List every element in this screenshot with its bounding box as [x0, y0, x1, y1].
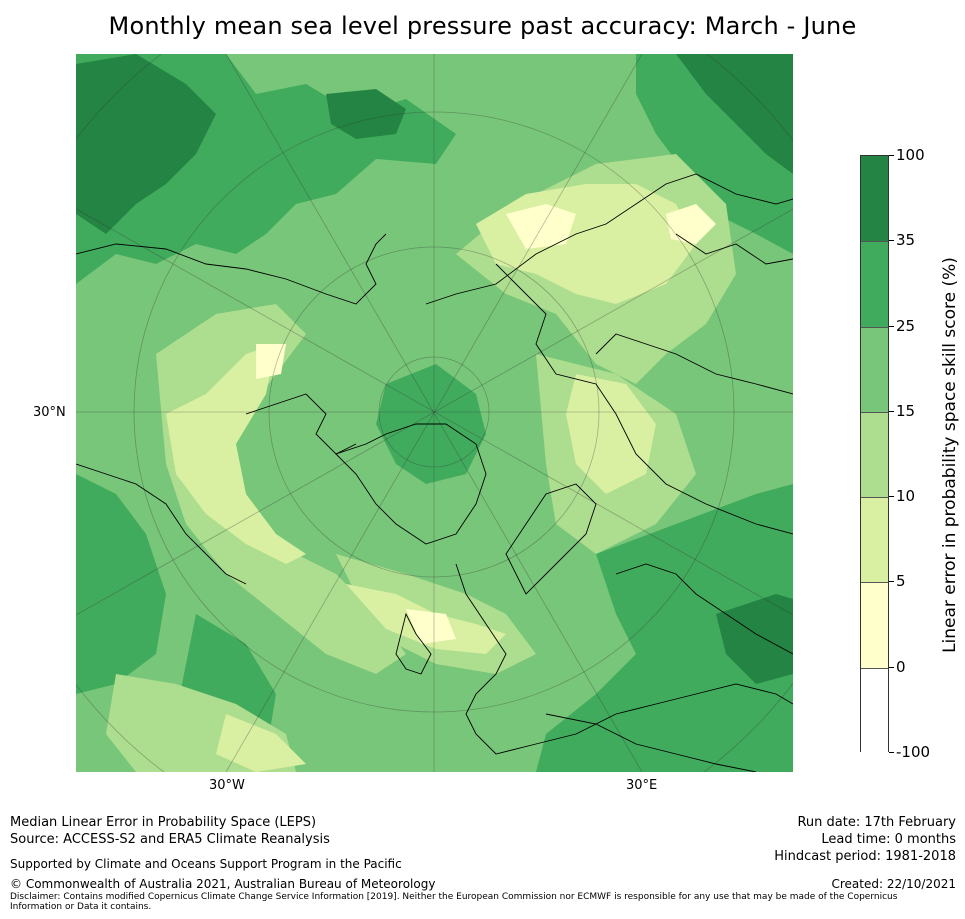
region-darkest-top-mid — [326, 89, 406, 139]
colorbar-tick-mark — [889, 240, 894, 242]
graticule — [76, 54, 793, 772]
footer-lead-time: Lead time: 0 months — [821, 832, 956, 847]
lon-label-30w: 30°W — [209, 778, 245, 793]
footer-copyright: © Commonwealth of Australia 2021, Austra… — [10, 877, 436, 891]
colorbar-segment — [861, 667, 888, 753]
lon-label-30e: 30°E — [626, 778, 658, 793]
colorbar-tick-label: 0 — [896, 657, 906, 676]
colorbar — [860, 155, 889, 753]
colorbar-tick-mark — [889, 581, 894, 583]
region-darkest-top-right — [676, 54, 793, 174]
region-darkest-bottom-right — [716, 594, 793, 684]
region-pale-east — [566, 374, 656, 494]
colorbar-tick-mark — [889, 666, 894, 668]
chart-title: Monthly mean sea level pressure past acc… — [108, 12, 857, 40]
footer-created: Created: 22/10/2021 — [831, 877, 956, 891]
region-verypale-north — [506, 204, 576, 249]
region-pale-west — [166, 344, 306, 564]
colorbar-segment — [861, 582, 888, 668]
lat-label-30n: 30°N — [33, 405, 66, 420]
colorbar-tick-mark — [889, 752, 894, 753]
region-verypale-west — [256, 344, 286, 379]
footer-leps: Median Linear Error in Probability Space… — [10, 815, 317, 830]
colorbar-tick-label: 25 — [896, 316, 916, 335]
colorbar-tick-label: 100 — [896, 146, 925, 164]
region-verypale-east — [666, 204, 716, 244]
region-dark-bottom-right — [536, 484, 793, 772]
colorbar-title: Linear error in probability space skill … — [940, 257, 960, 653]
region-verypale-south — [406, 609, 456, 644]
colorbar-tick-mark — [889, 325, 894, 327]
colorbar-tick-label: 5 — [896, 572, 906, 591]
colorbar-segment — [861, 241, 888, 327]
colorbar-tick-label: 10 — [896, 487, 916, 506]
footer-supported: Supported by Climate and Oceans Support … — [10, 857, 402, 871]
colorbar-segment — [861, 156, 888, 242]
coastlines — [76, 173, 793, 772]
region-pale-bottom-left — [216, 714, 306, 772]
colorbar-tick-mark — [889, 155, 894, 156]
polar-map — [76, 54, 793, 772]
colorbar-tick-mark — [889, 496, 894, 498]
colorbar-tick-label: 15 — [896, 401, 916, 420]
map-canvas — [76, 54, 793, 772]
colorbar-segment — [861, 411, 888, 498]
footer-run-date: Run date: 17th February — [797, 815, 956, 830]
colorbar-tick-label: -100 — [896, 743, 931, 761]
colorbar-tick-mark — [889, 410, 894, 412]
colorbar-tick-label: 35 — [896, 231, 916, 250]
footer-hindcast: Hindcast period: 1981-2018 — [774, 849, 956, 864]
region-darkest-top-left — [76, 54, 216, 234]
footer-source: Source: ACCESS-S2 and ERA5 Climate Reana… — [10, 832, 330, 847]
colorbar-segment — [861, 326, 888, 412]
region-dark-left-mid — [76, 474, 166, 694]
colorbar-segment — [861, 497, 888, 583]
footer-disclaimer: Disclaimer: Contains modified Copernicus… — [10, 892, 898, 912]
